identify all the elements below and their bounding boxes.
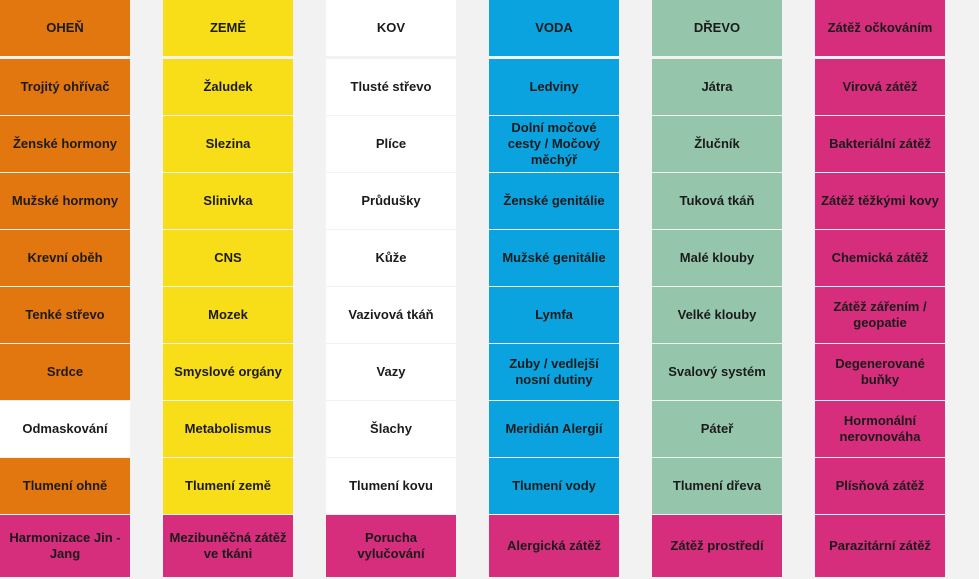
cell-zateze-1[interactable]: Virová zátěž <box>815 59 945 115</box>
column-header-zeme[interactable]: ZEMĚ <box>163 0 293 56</box>
cell-kov-9[interactable]: Porucha vylučování <box>326 515 456 577</box>
cell-voda-3[interactable]: Ženské genitálie <box>489 173 619 229</box>
cell-zeme-4[interactable]: CNS <box>163 230 293 286</box>
cell-zateze-3[interactable]: Zátěž těžkými kovy <box>815 173 945 229</box>
cell-zateze-5[interactable]: Zátěž zářením / geopatie <box>815 287 945 343</box>
cell-drevo-6[interactable]: Svalový systém <box>652 344 782 400</box>
cell-voda-7[interactable]: Meridián Alergií <box>489 401 619 457</box>
cell-zeme-6[interactable]: Smyslové orgány <box>163 344 293 400</box>
cell-drevo-4[interactable]: Malé klouby <box>652 230 782 286</box>
cell-ohen-6[interactable]: Srdce <box>0 344 130 400</box>
cell-kov-5[interactable]: Vazivová tkáň <box>326 287 456 343</box>
cell-drevo-2[interactable]: Žlučník <box>652 116 782 172</box>
cell-voda-4[interactable]: Mužské genitálie <box>489 230 619 286</box>
cell-drevo-1[interactable]: Játra <box>652 59 782 115</box>
cell-kov-8[interactable]: Tlumení kovu <box>326 458 456 514</box>
cell-zateze-4[interactable]: Chemická zátěž <box>815 230 945 286</box>
cell-drevo-3[interactable]: Tuková tkáň <box>652 173 782 229</box>
cell-kov-2[interactable]: Plíce <box>326 116 456 172</box>
cell-voda-5[interactable]: Lymfa <box>489 287 619 343</box>
cell-ohen-8[interactable]: Tlumení ohně <box>0 458 130 514</box>
cell-kov-7[interactable]: Šlachy <box>326 401 456 457</box>
column-header-kov[interactable]: KOV <box>326 0 456 56</box>
cell-zeme-9[interactable]: Mezibuněčná zátěž ve tkáni <box>163 515 293 577</box>
cell-voda-1[interactable]: Ledviny <box>489 59 619 115</box>
cell-kov-1[interactable]: Tlusté střevo <box>326 59 456 115</box>
cell-zateze-9[interactable]: Parazitární zátěž <box>815 515 945 577</box>
cell-ohen-9[interactable]: Harmonizace Jin - Jang <box>0 515 130 577</box>
cell-drevo-9[interactable]: Zátěž prostředí <box>652 515 782 577</box>
cell-drevo-8[interactable]: Tlumení dřeva <box>652 458 782 514</box>
cell-kov-3[interactable]: Průdušky <box>326 173 456 229</box>
cell-zeme-1[interactable]: Žaludek <box>163 59 293 115</box>
column-header-zateze[interactable]: Zátěž očkováním <box>815 0 945 56</box>
cell-zeme-3[interactable]: Slinivka <box>163 173 293 229</box>
cell-zeme-5[interactable]: Mozek <box>163 287 293 343</box>
cell-zateze-7[interactable]: Hormonální nerovnováha <box>815 401 945 457</box>
cell-ohen-2[interactable]: Ženské hormony <box>0 116 130 172</box>
cell-voda-6[interactable]: Zuby / vedlejší nosní dutiny <box>489 344 619 400</box>
cell-ohen-4[interactable]: Krevní oběh <box>0 230 130 286</box>
cell-voda-2[interactable]: Dolní močové cesty / Močový měchýř <box>489 116 619 172</box>
cell-kov-4[interactable]: Kůže <box>326 230 456 286</box>
cell-ohen-5[interactable]: Tenké střevo <box>0 287 130 343</box>
cell-zeme-7[interactable]: Metabolismus <box>163 401 293 457</box>
column-header-drevo[interactable]: DŘEVO <box>652 0 782 56</box>
column-header-ohen[interactable]: OHEŇ <box>0 0 130 56</box>
cell-zeme-2[interactable]: Slezina <box>163 116 293 172</box>
cell-ohen-1[interactable]: Trojitý ohřívač <box>0 59 130 115</box>
cell-drevo-5[interactable]: Velké klouby <box>652 287 782 343</box>
cell-ohen-3[interactable]: Mužské hormony <box>0 173 130 229</box>
cell-drevo-7[interactable]: Páteř <box>652 401 782 457</box>
cell-zeme-8[interactable]: Tlumení země <box>163 458 293 514</box>
cell-ohen-7[interactable]: Odmaskování <box>0 401 130 457</box>
cell-zateze-8[interactable]: Plísňová zátěž <box>815 458 945 514</box>
cell-voda-9[interactable]: Alergická zátěž <box>489 515 619 577</box>
column-header-voda[interactable]: VODA <box>489 0 619 56</box>
cell-zateze-2[interactable]: Bakteriální zátěž <box>815 116 945 172</box>
cell-zateze-6[interactable]: Degenerované buňky <box>815 344 945 400</box>
cell-voda-8[interactable]: Tlumení vody <box>489 458 619 514</box>
cell-kov-6[interactable]: Vazy <box>326 344 456 400</box>
